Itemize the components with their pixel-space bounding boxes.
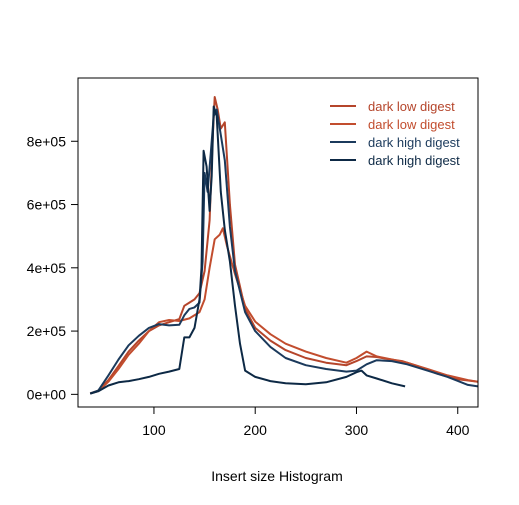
x-tick-label: 400 — [446, 422, 470, 438]
series-line-3 — [89, 108, 478, 395]
x-axis: 100 200 300 400 — [142, 407, 470, 438]
x-tick-label: 200 — [244, 422, 268, 438]
x-axis-label: Insert size Histogram — [211, 468, 342, 484]
y-tick-label: 8e+05 — [27, 133, 67, 149]
legend-label: dark low digest — [368, 99, 455, 114]
x-tick-label: 100 — [142, 422, 166, 438]
legend-label: dark high digest — [368, 135, 460, 150]
legend-label: dark low digest — [368, 117, 455, 132]
plot-frame — [77, 77, 479, 408]
series-lines — [89, 96, 478, 395]
series-line-4 — [89, 105, 406, 395]
y-tick-label: 6e+05 — [27, 197, 67, 213]
legend: dark low digest dark low digest dark high … — [330, 99, 460, 168]
legend-label: dark high digest — [368, 153, 460, 168]
y-tick-label: 4e+05 — [27, 260, 67, 276]
y-tick-label: 2e+05 — [27, 323, 67, 339]
y-axis: 0e+00 2e+05 4e+05 6e+05 8e+05 — [27, 133, 78, 402]
x-tick-label: 300 — [345, 422, 369, 438]
y-tick-label: 0e+00 — [27, 386, 67, 402]
